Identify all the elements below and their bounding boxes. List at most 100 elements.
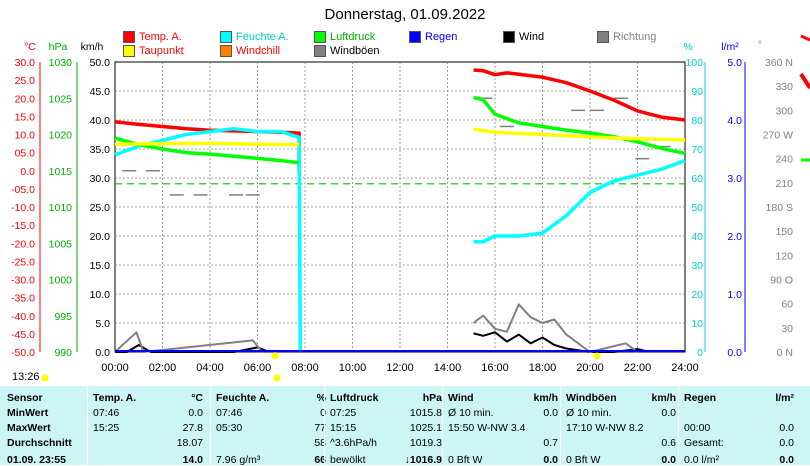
temp-axis-tick: 10.0	[15, 130, 36, 142]
x-tick-label: 06:00	[244, 362, 272, 374]
humidity-axis-tick: 30	[691, 260, 703, 272]
table-cell-value: 1019.3	[409, 437, 442, 449]
column-header: Temp. A.	[93, 392, 137, 404]
temp-axis-tick: -30.0	[11, 275, 35, 287]
legend-item: Taupunkt	[123, 45, 184, 57]
edge-mark	[800, 34, 810, 42]
legend-label: Windchill	[236, 45, 281, 57]
wind-axis-tick: 35.0	[90, 144, 111, 156]
wind-axis-tick: 45.0	[90, 86, 111, 98]
column-unit: °C	[191, 392, 203, 404]
series-line	[473, 68, 686, 122]
x-tick-label: 14:00	[434, 362, 462, 374]
series-line	[473, 127, 686, 142]
table-cell-value: 1015.8	[409, 407, 442, 419]
wind-unit: km/h	[81, 41, 104, 53]
column-unit: %	[316, 392, 326, 404]
table-cell-value: 0.0	[779, 422, 794, 434]
temp-axis-tick: -05.0	[11, 184, 35, 196]
x-tick-label: 24:00	[671, 362, 699, 374]
temp-unit: °C	[24, 41, 36, 53]
pressure-axis-tick: 1030	[49, 57, 73, 69]
table-cell-value: 66	[314, 454, 326, 466]
humidity-axis-tick: 0	[697, 347, 703, 359]
direction-axis-tick: 300	[775, 105, 793, 117]
table-cell-value: 0.0	[661, 454, 676, 466]
table-cell-label: 0.0 l/m²	[684, 454, 720, 466]
direction-axis-tick: 360 N	[765, 57, 793, 69]
direction-axis-tick: 120	[775, 250, 793, 262]
table-cell-value: 0.6	[661, 437, 676, 449]
time-marker	[273, 374, 281, 382]
table-cell-label: bewölkt	[330, 454, 366, 466]
column-header: Regen	[684, 392, 717, 404]
table-cell-label: Ø 10 min.	[566, 407, 612, 419]
column-unit: km/h	[533, 392, 558, 404]
wind-axis-tick: 40.0	[90, 115, 111, 127]
series-line	[114, 136, 300, 165]
table-cell-label: 7.96 g/m³	[216, 454, 261, 466]
legend-item: Regen	[409, 31, 457, 43]
legend-label: Richtung	[613, 31, 657, 43]
direction-axis-tick: 0 N	[777, 347, 793, 359]
legend-item: Temp. A.	[123, 31, 182, 43]
humidity-axis-tick: 60	[691, 173, 703, 185]
temp-axis-tick: -35.0	[11, 293, 35, 305]
humidity-axis-tick: 70	[691, 144, 703, 156]
legend-swatch	[123, 31, 135, 43]
temp-axis-tick: 30.0	[15, 57, 36, 69]
time-marker	[271, 352, 279, 360]
table-cell-value: 0.0	[188, 407, 203, 419]
wind-axis-tick: 0.0	[95, 347, 110, 359]
series-line	[473, 95, 686, 156]
legend-swatch	[503, 31, 515, 43]
rain-axis-tick: 4.0	[727, 115, 742, 127]
temp-axis-tick: -50.0	[11, 347, 35, 359]
direction-axis-tick: 30	[781, 323, 793, 335]
legend-item: Wind	[503, 31, 544, 43]
humidity-axis-tick: 100	[685, 57, 703, 69]
direction-axis-tick: 270 W	[763, 130, 793, 142]
legend-swatch	[314, 31, 326, 43]
column-separator	[324, 386, 325, 465]
x-tick-label: 22:00	[624, 362, 652, 374]
weather-chart: 00:00 02:00 04:00 06:00 08:00 10:00 12:00 14:00…	[11, 34, 810, 382]
pressure-unit: hPa	[49, 41, 68, 53]
column-separator	[442, 386, 443, 465]
table-cell-value: 77	[314, 422, 326, 434]
series-line	[114, 141, 300, 147]
x-tick-label: 02:00	[149, 362, 177, 374]
direction-axis-tick: 180 S	[766, 202, 793, 214]
table-cell-label: 07:25	[330, 407, 357, 419]
x-tick-label: 10:00	[339, 362, 367, 374]
x-tick-label: 20:00	[576, 362, 604, 374]
table-cell-value: 0.0	[543, 454, 558, 466]
pressure-axis-tick: 1015	[49, 166, 73, 178]
legend-item: Luftdruck	[314, 31, 375, 43]
temp-axis-tick: 20.0	[15, 93, 36, 105]
pressure-axis-tick: 1010	[49, 202, 73, 214]
temp-axis-tick: 05.0	[15, 148, 36, 160]
pressure-axis-tick: 995	[54, 311, 72, 323]
column-separator	[678, 386, 679, 465]
table-cell-label: 07:46	[93, 407, 120, 419]
table-cell-label: 05:30	[216, 422, 243, 434]
column-header: Wind	[448, 392, 474, 404]
legend-swatch	[314, 45, 326, 57]
table-cell-label: 07:46	[216, 407, 243, 419]
table-cell-value: 0.0	[543, 407, 558, 419]
x-tick-label: 04:00	[196, 362, 224, 374]
column-separator	[87, 386, 88, 465]
rain-axis-tick: 2.0	[727, 231, 742, 243]
legend-item: Windböen	[314, 45, 380, 57]
column-separator	[210, 386, 211, 465]
wind-axis-tick: 50.0	[90, 57, 111, 69]
column-unit: l/m²	[775, 392, 794, 404]
column-header: Windböen	[566, 392, 617, 404]
rain-axis-tick: 1.0	[727, 289, 742, 301]
pressure-axis-tick: 1000	[49, 275, 73, 287]
table-cell-value: 0.0	[779, 454, 794, 466]
chart-title: Donnerstag, 01.09.2022	[324, 6, 486, 23]
column-separator	[560, 386, 561, 465]
legend-label: Wind	[519, 31, 545, 43]
